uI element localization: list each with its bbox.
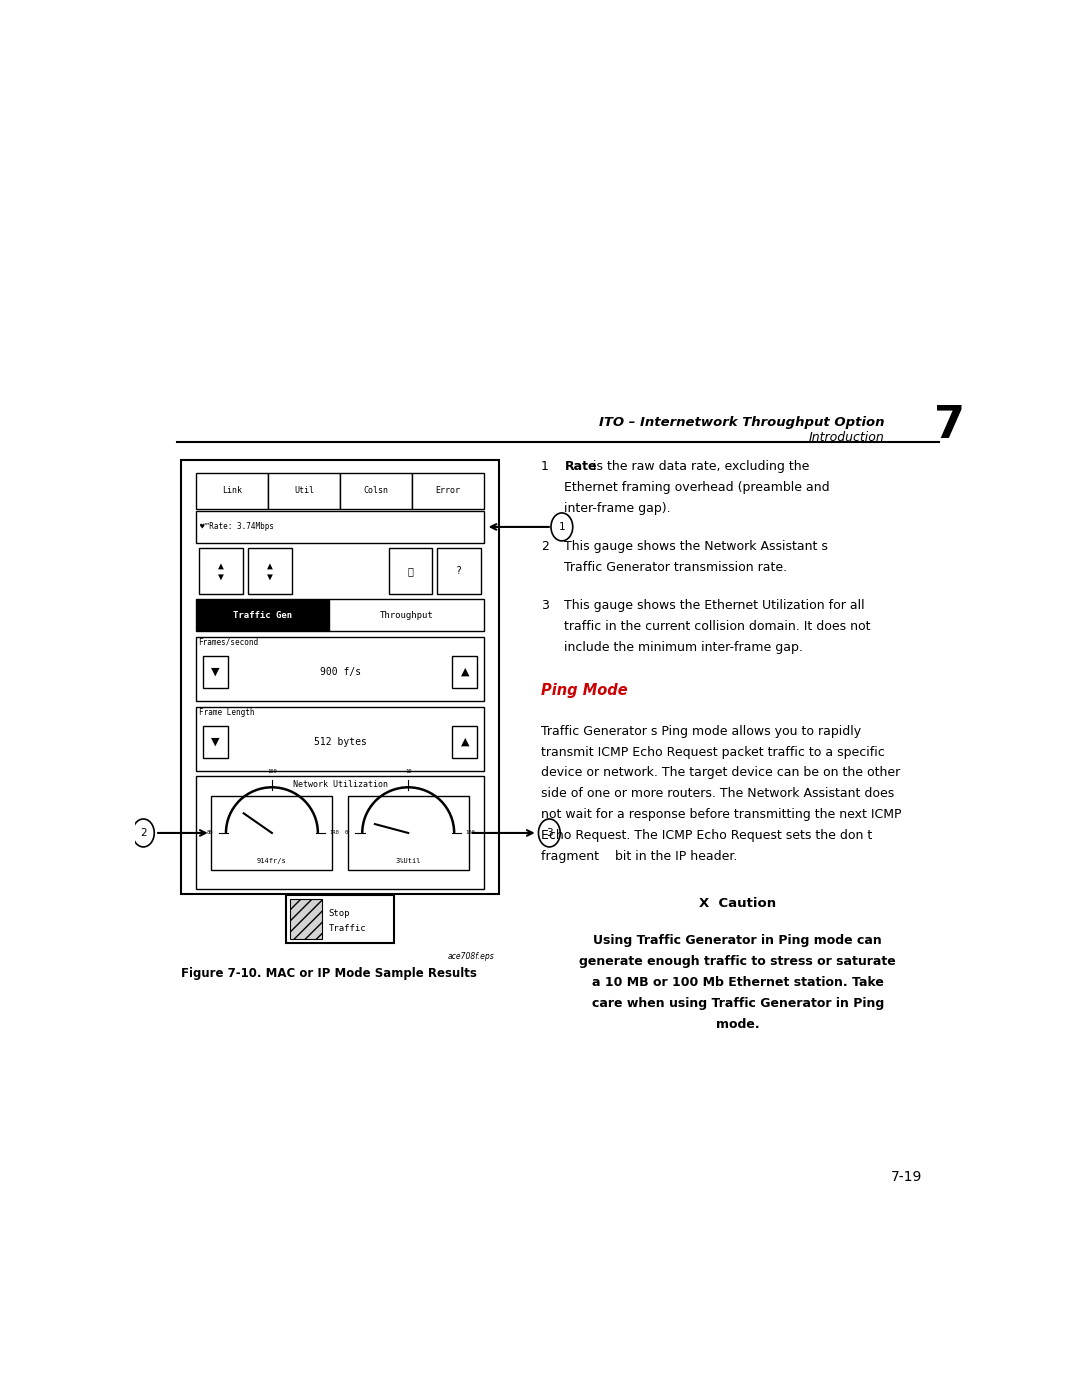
Text: transmit ICMP Echo Request packet traffic to a specific: transmit ICMP Echo Request packet traffi… [541,746,885,759]
Text: include the minimum inter-frame gap.: include the minimum inter-frame gap. [565,641,804,654]
Text: ▼: ▼ [211,668,219,678]
Text: 512 bytes: 512 bytes [313,738,366,747]
Text: 914fr/s: 914fr/s [257,858,287,863]
Text: Echo Request. The ICMP Echo Request sets the don t: Echo Request. The ICMP Echo Request sets… [541,830,873,842]
Bar [413,474,484,509]
Bar [453,726,477,759]
Bar [197,777,484,890]
Bar [203,726,228,759]
Text: ⎙: ⎙ [407,566,414,576]
Text: 1: 1 [558,522,565,532]
Text: Throughput: Throughput [379,610,433,620]
Text: Error: Error [435,486,460,496]
Text: Frames/second: Frames/second [199,637,259,647]
Bar [348,796,469,870]
Bar [197,707,484,771]
Text: ITO – Internetwork Throughput Option: ITO – Internetwork Throughput Option [598,416,885,429]
Text: care when using Traffic Generator in Ping: care when using Traffic Generator in Pin… [592,997,883,1010]
Text: 10: 10 [405,768,411,774]
Bar [200,549,243,594]
Text: ▲
▼: ▲ ▼ [218,560,225,581]
Text: is the raw data rate, excluding the: is the raw data rate, excluding the [590,460,810,474]
Bar [268,474,340,509]
Text: Traffic Generator s Ping mode allows you to rapidly: Traffic Generator s Ping mode allows you… [541,725,861,738]
Text: 3: 3 [546,828,553,838]
Bar [203,657,228,689]
Text: a 10 MB or 100 Mb Ethernet station. Take: a 10 MB or 100 Mb Ethernet station. Take [592,977,883,989]
Bar [340,474,413,509]
Text: 7-19: 7-19 [890,1171,922,1185]
Text: ♥™Rate: 3.74Mbps: ♥™Rate: 3.74Mbps [200,522,274,531]
Text: ace708f.eps: ace708f.eps [448,951,495,961]
Text: 3: 3 [541,599,549,612]
Bar [197,599,328,631]
Text: 100: 100 [267,768,276,774]
Bar [197,474,268,509]
Bar [389,549,432,594]
Bar [181,460,499,894]
Text: 7: 7 [934,404,966,447]
Text: side of one or more routers. The Network Assistant does: side of one or more routers. The Network… [541,788,894,800]
Bar [437,549,481,594]
Text: Using Traffic Generator in Ping mode can: Using Traffic Generator in Ping mode can [593,935,882,947]
Text: X  Caution: X Caution [699,897,777,909]
Bar [289,900,322,939]
Text: 2: 2 [140,828,147,838]
Text: Network Utilization: Network Utilization [293,780,388,789]
Text: This gauge shows the Network Assistant s: This gauge shows the Network Assistant s [565,539,828,553]
Text: 1R0: 1R0 [329,830,339,835]
Text: 2: 2 [541,539,549,553]
Bar [285,895,394,943]
Bar [197,511,484,543]
Text: ▲: ▲ [460,668,469,678]
Text: Traffic Generator transmission rate.: Traffic Generator transmission rate. [565,562,787,574]
Text: Ethernet framing overhead (preamble and: Ethernet framing overhead (preamble and [565,481,831,495]
Text: ▲: ▲ [460,738,469,747]
Text: Figure 7-10. MAC or IP Mode Sample Results: Figure 7-10. MAC or IP Mode Sample Resul… [181,967,477,979]
Text: inter-frame gap).: inter-frame gap). [565,502,671,515]
Text: Colsn: Colsn [364,486,389,496]
Text: Traffic: Traffic [328,925,366,933]
Text: 3%Util: 3%Util [395,858,421,863]
Text: Link: Link [222,486,242,496]
Text: fragment    bit in the IP header.: fragment bit in the IP header. [541,851,738,863]
Text: ▼: ▼ [211,738,219,747]
Bar [248,549,292,594]
Bar [197,637,484,701]
Bar [328,599,484,631]
Text: Util: Util [294,486,314,496]
Text: 80: 80 [206,830,213,835]
Text: 900 f/s: 900 f/s [320,668,361,678]
Text: ?: ? [456,566,462,576]
Text: This gauge shows the Ethernet Utilization for all: This gauge shows the Ethernet Utilizatio… [565,599,865,612]
Text: 1: 1 [541,460,549,474]
Text: traffic in the current collision domain. It does not: traffic in the current collision domain.… [565,620,870,633]
Text: Ping Mode: Ping Mode [541,683,627,697]
Text: 100: 100 [465,830,475,835]
Text: not wait for a response before transmitting the next ICMP: not wait for a response before transmitt… [541,809,902,821]
Text: ▲
▼: ▲ ▼ [267,560,272,581]
Text: generate enough traffic to stress or saturate: generate enough traffic to stress or sat… [579,956,896,968]
Text: device or network. The target device can be on the other: device or network. The target device can… [541,767,901,780]
Text: mode.: mode. [716,1018,759,1031]
Text: Traffic Gen: Traffic Gen [233,610,292,620]
Text: Stop: Stop [328,908,350,918]
Text: 0: 0 [345,830,348,835]
Text: Rate: Rate [565,460,597,474]
Bar [453,657,477,689]
Text: Frame Length: Frame Length [199,708,254,717]
Text: Introduction: Introduction [808,432,885,444]
Bar [212,796,333,870]
